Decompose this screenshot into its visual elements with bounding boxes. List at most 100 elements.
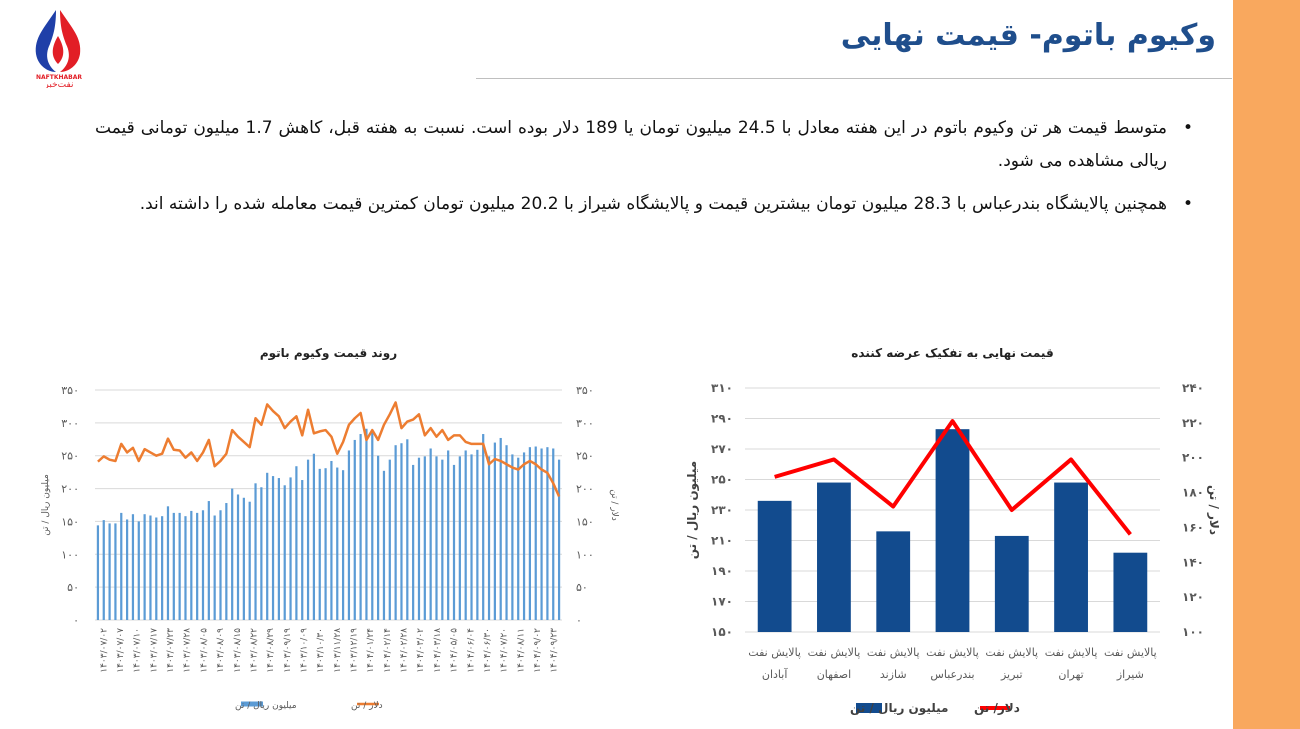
y-tick-label: ۲۷۰	[711, 442, 733, 456]
bar	[341, 470, 345, 620]
bar	[528, 447, 532, 620]
y2-tick-label: ۲۵۰	[576, 450, 594, 463]
y-axis-title: میلیون ریال / تن	[685, 461, 700, 559]
x-tick-label: ۱۴۰۴/۰۶/۰۴	[466, 628, 476, 673]
accent-side-bar	[1233, 0, 1300, 729]
bar	[359, 434, 362, 620]
y2-tick-label: ۱۲۰	[1182, 590, 1204, 604]
bullet-item: همچنین پالایشگاه بندرعباس با 28.3 میلیون…	[95, 188, 1195, 221]
x-tick-label: ۱۴۰۳/۰۸/۰۹	[216, 628, 226, 673]
bar	[266, 472, 269, 620]
bullet-item: متوسط قیمت هر تن وکیوم باتوم در این هفته…	[95, 112, 1195, 178]
y-tick-label: ۲۵۰	[711, 473, 733, 487]
x-tick-label: ۱۴۰۴/۰۹/۰۲	[533, 628, 543, 673]
bar	[190, 510, 193, 620]
y-tick-label: ۲۳۰	[711, 503, 733, 517]
title-divider	[476, 78, 1232, 79]
y2-tick-label: ۲۰۰	[576, 483, 594, 496]
x-tick-label: ۱۴۰۳/۰۷/۰۲	[99, 628, 109, 673]
bar	[505, 445, 508, 620]
y-tick-label: ۳۵۰	[61, 384, 79, 397]
y-tick-label: ۱۵۰	[711, 625, 733, 639]
x-tick-label: ۱۴۰۳/۰۸/۲۹	[266, 628, 276, 673]
bar	[277, 478, 280, 620]
x-category-label: شازند	[880, 668, 907, 681]
bar	[143, 514, 146, 620]
y2-tick-label: ۲۰۰	[1182, 451, 1204, 465]
x-category-label: پالایش نفت	[748, 646, 801, 659]
bar	[161, 516, 164, 620]
bar	[511, 454, 514, 620]
bar	[231, 488, 234, 620]
bar	[137, 521, 140, 620]
bar	[429, 448, 432, 620]
bar	[196, 512, 199, 620]
chart-title: روند قیمت وکیوم باتوم	[260, 346, 397, 361]
bar	[318, 468, 321, 620]
y-tick-label: ۲۱۰	[711, 534, 733, 548]
svg-text:NAFTKHABAR: NAFTKHABAR	[36, 74, 82, 81]
x-category-label: پالایش نفت	[926, 646, 979, 659]
bar	[131, 514, 135, 620]
bar	[172, 512, 175, 620]
x-tick-label: ۱۴۰۳/۰۸/۰۵	[199, 628, 209, 673]
x-category-label: پالایش نفت	[1045, 646, 1098, 659]
bar	[242, 497, 245, 620]
legend-bar-label: میلیون ریال / تن	[850, 701, 948, 716]
y-tick-label: ۳۰۰	[61, 417, 79, 430]
bar	[295, 466, 298, 620]
x-tick-label: ۱۴۰۴/۰۳/۰۲	[416, 628, 426, 673]
bar	[876, 531, 911, 632]
x-tick-label: ۱۴۰۴/۰۷/۲۰	[500, 628, 510, 673]
bar	[365, 428, 368, 620]
bar	[400, 443, 403, 620]
y-axis-title: میلیون ریال / تن	[41, 474, 51, 536]
x-tick-label: ۱۴۰۳/۱۱/۲۸	[333, 628, 343, 673]
y2-tick-label: ۳۵۰	[576, 384, 594, 397]
y2-tick-label: ۵۰	[576, 581, 588, 594]
bar	[470, 454, 473, 620]
bar	[260, 487, 263, 620]
legend-line-label: دلار / تن	[351, 701, 383, 711]
x-tick-label: ۱۴۰۴/۰۳/۱۸	[433, 628, 443, 673]
y-tick-label: ۲۵۰	[61, 450, 79, 463]
legend-line-label: دلار/ تن	[974, 701, 1020, 715]
legend-bar-swatch	[241, 701, 263, 707]
bar	[540, 448, 543, 620]
bar	[312, 453, 316, 620]
bar	[324, 468, 327, 620]
bar	[201, 510, 205, 620]
x-tick-label: ۱۴۰۴/۰۵/۰۵	[450, 628, 460, 673]
bar	[371, 432, 374, 620]
y-tick-label: ۲۰۰	[61, 483, 79, 496]
bar	[458, 456, 461, 620]
bar	[522, 452, 526, 620]
y2-tick-label: ۱۸۰	[1182, 486, 1204, 500]
legend-bar-label: میلیون ریال / تن	[235, 701, 297, 711]
bar	[236, 494, 240, 620]
bar	[1113, 552, 1148, 632]
price-trend-chart: روند قیمت وکیوم باتوم ۰ ۵۰ ۱۰۰ ۱۵۰ ۲۰۰ ۲۵۰ ۳۰۰ ۳…	[41, 346, 619, 711]
x-tick-label: ۱۴۰۳/۰۸/۲۲	[249, 628, 259, 673]
x-tick-label: ۱۴۰۳/۱۰/۳۰	[316, 628, 326, 673]
bar	[125, 519, 129, 620]
y2-tick-label: ۲۲۰	[1182, 416, 1204, 430]
x-tick-label: ۱۴۰۴/۰۲/۲۸	[400, 628, 410, 673]
x-tick-label: ۱۴۰۳/۰۷/۲۸	[183, 628, 193, 673]
bar	[817, 482, 851, 632]
bar	[254, 483, 257, 620]
supplier-price-chart: قیمت نهایی به تفکیک عرضه کننده ۱۵۰ ۱۷۰ ۱۹۰ ۲…	[685, 346, 1221, 716]
x-tick-label: ۱۴۰۳/۰۷/۱۰	[133, 628, 143, 673]
bar	[482, 434, 485, 620]
x-tick-label: ۱۴۰۳/۱۲/۱۹	[350, 628, 360, 673]
y2-tick-label: ۱۵۰	[576, 515, 594, 528]
bar	[353, 439, 356, 620]
bar	[546, 447, 549, 620]
x-category-label: شیراز	[1116, 668, 1144, 681]
x-tick-label: ۱۴۰۳/۰۷/۰۷	[116, 628, 126, 673]
x-category-label: پالایش نفت	[867, 646, 920, 659]
y-tick-label: ۵۰	[67, 581, 79, 594]
bar	[347, 450, 351, 620]
x-tick-label: ۱۴۰۴/۰۱/۲۴	[366, 628, 376, 673]
bar	[219, 510, 222, 620]
